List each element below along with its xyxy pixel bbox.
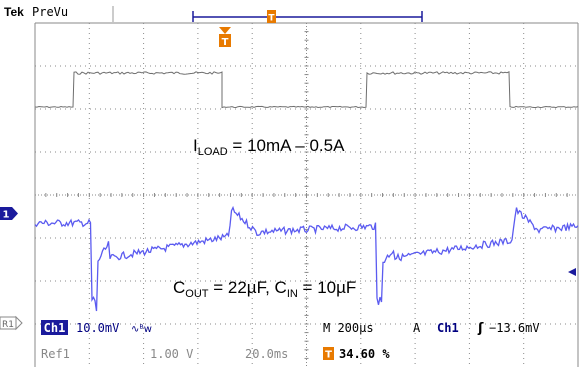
timebase-readout[interactable]: M 200µs bbox=[323, 321, 374, 335]
svg-text:Ch1: Ch1 bbox=[44, 321, 66, 335]
ch1-coupling-icons: ∿ᴮw bbox=[131, 324, 152, 335]
ref1-label[interactable]: Ref1 bbox=[41, 347, 70, 361]
ch1-voltage-trace bbox=[34, 205, 579, 312]
ch1-scale: 10.0mV bbox=[76, 321, 119, 335]
trigger-position-readout[interactable]: T 34.60 % bbox=[323, 347, 390, 361]
capacitor-annotation: COUT = 22µF, CIN = 10µF bbox=[173, 278, 356, 300]
ch1-ground-marker-icon[interactable]: 1 bbox=[0, 207, 18, 221]
svg-text:34.60 %: 34.60 % bbox=[339, 347, 390, 361]
svg-text:T: T bbox=[222, 37, 229, 48]
prevu-label: PreVu bbox=[32, 5, 68, 19]
trigger-level[interactable]: −13.6mV bbox=[489, 321, 540, 335]
graticule bbox=[34, 22, 579, 367]
svg-text:R1: R1 bbox=[2, 320, 14, 330]
ref1-timebase: 20.0ms bbox=[245, 347, 288, 361]
ch1-readout[interactable]: Ch1 10.0mV ∿ᴮw bbox=[41, 320, 152, 335]
ch1-badge bbox=[41, 320, 68, 335]
trigger-level-arrow-icon[interactable] bbox=[568, 268, 576, 276]
record-position-bar[interactable] bbox=[192, 11, 423, 22]
trigger-slope-icon: ʃ bbox=[477, 321, 484, 336]
load-current-annotation: ILOAD = 10mA – 0.5A bbox=[193, 136, 345, 158]
ref1-marker-icon[interactable]: R1 bbox=[0, 315, 23, 331]
trigger-position-marker-icon[interactable]: T bbox=[219, 27, 231, 48]
trigger-source[interactable]: Ch1 bbox=[437, 321, 459, 335]
acquisition-mode: A bbox=[413, 321, 421, 335]
trigger-badge-icon bbox=[323, 347, 334, 360]
svg-text:T: T bbox=[325, 350, 332, 361]
ref1-scale: 1.00 V bbox=[150, 347, 193, 361]
record-trigger-marker-icon: T bbox=[267, 10, 276, 24]
load-current-trace bbox=[34, 71, 579, 109]
svg-text:T: T bbox=[268, 14, 275, 24]
svg-text:1: 1 bbox=[3, 210, 10, 221]
brand-label: Tek bbox=[4, 5, 24, 19]
